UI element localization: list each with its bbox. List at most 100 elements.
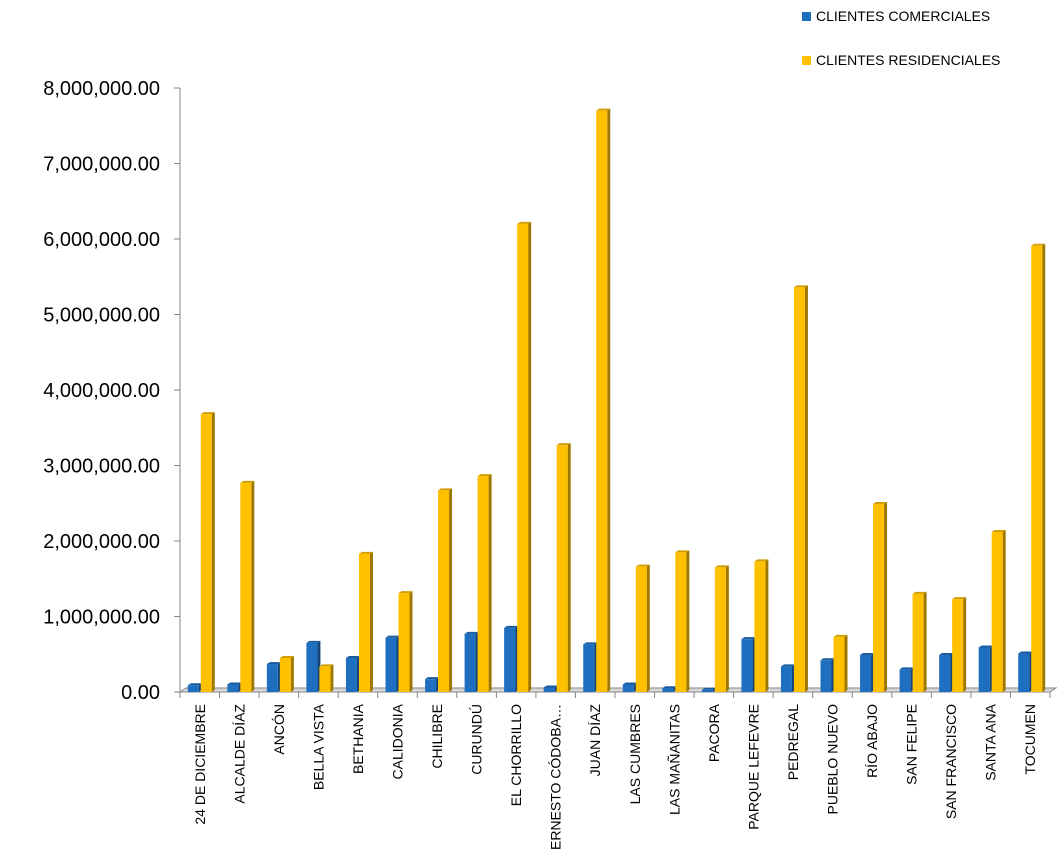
x-tick-label: BELLA VISTA xyxy=(310,703,326,790)
bar-residenciales-top xyxy=(279,656,294,659)
bar-comerciales xyxy=(504,627,516,692)
bar-residenciales-top xyxy=(358,551,373,554)
bar-residenciales-top xyxy=(754,559,769,562)
bar-comerciales-top xyxy=(385,635,400,638)
bar-residenciales-side xyxy=(1002,529,1006,692)
bar-comerciales xyxy=(385,637,397,692)
bar-residenciales-side xyxy=(844,634,848,692)
x-tick-label: CURUNDÚ xyxy=(469,704,485,775)
x-tick-label: PACORA xyxy=(706,703,722,762)
bar-residenciales-side xyxy=(1042,243,1046,693)
bar-residenciales-top xyxy=(438,488,453,491)
bar-residenciales xyxy=(517,223,529,692)
bar-comerciales-top xyxy=(583,642,598,645)
bar-comerciales xyxy=(187,685,199,692)
bar-residenciales-top xyxy=(833,634,848,637)
bar-comerciales-top xyxy=(345,656,360,659)
x-tick-label: JUAN DÍAZ xyxy=(587,704,603,777)
bar-residenciales-side xyxy=(963,597,967,692)
bar-comerciales xyxy=(266,664,278,692)
bar-comerciales xyxy=(899,669,911,692)
bar-residenciales-side xyxy=(528,221,532,692)
x-tick-label: SAN FRANCISCO xyxy=(943,704,959,819)
bar-residenciales xyxy=(477,476,489,692)
y-tick-label: 3,000,000.00 xyxy=(43,456,160,478)
bar-residenciales xyxy=(873,504,885,692)
bar-comerciales-top xyxy=(978,645,993,648)
bar-comerciales-top xyxy=(543,685,558,688)
bar-residenciales xyxy=(675,552,687,692)
bar-residenciales-side xyxy=(923,591,927,692)
y-tick-label: 1,000,000.00 xyxy=(43,607,160,629)
x-tick-label: ERNESTO CÓDOBA… xyxy=(548,704,564,850)
x-tick-label: PUEBLO NUEVO xyxy=(825,704,841,815)
bar-comerciales-top xyxy=(820,658,835,661)
bar-residenciales-side xyxy=(725,565,729,692)
bar-comerciales-top xyxy=(780,664,795,667)
bar-residenciales-top xyxy=(517,221,532,224)
bar-residenciales-side xyxy=(567,443,571,692)
bar-residenciales xyxy=(991,531,1003,692)
bar-comerciales-top xyxy=(939,653,954,656)
bar-residenciales xyxy=(556,445,568,692)
x-tick-label: SAN FELIPE xyxy=(904,704,920,785)
bar-comerciales xyxy=(1018,653,1030,692)
bar-comerciales-top xyxy=(622,682,637,685)
bar-residenciales-top xyxy=(240,480,255,483)
bar-residenciales xyxy=(793,287,805,692)
bar-residenciales-side xyxy=(804,285,808,692)
bar-residenciales-side xyxy=(251,480,255,692)
bar-comerciales-top xyxy=(1018,651,1033,654)
x-tick-label: TOCUMEN xyxy=(1022,704,1038,775)
y-tick-label: 7,000,000.00 xyxy=(43,154,160,176)
bar-residenciales-top xyxy=(675,550,690,553)
bar-residenciales xyxy=(912,593,924,692)
bar-comerciales xyxy=(741,639,753,692)
bar-residenciales-top xyxy=(635,564,650,567)
bar-comerciales-top xyxy=(899,667,914,670)
x-tick-label: EL CHORRILLO xyxy=(508,704,524,806)
bar-residenciales-side xyxy=(765,559,769,692)
bar-residenciales xyxy=(952,599,964,692)
bar-comerciales xyxy=(978,647,990,692)
bar-residenciales xyxy=(398,593,410,692)
bar-comerciales xyxy=(306,642,318,692)
x-tick-label: CHILIBRE xyxy=(429,704,445,769)
bar-comerciales xyxy=(345,658,357,692)
bar-residenciales-top xyxy=(714,565,729,568)
bar-residenciales-top xyxy=(952,597,967,600)
bar-residenciales xyxy=(596,110,608,692)
x-tick-label: 24 DE DICIEMBRE xyxy=(192,704,208,825)
chart-legend: CLIENTES COMERCIALES CLIENTES RESIDENCIA… xyxy=(802,6,1000,94)
bar-comerciales-top xyxy=(504,625,519,628)
bar-comerciales-top xyxy=(464,631,479,634)
bar-residenciales-side xyxy=(369,551,373,692)
legend-label-comerciales: CLIENTES COMERCIALES xyxy=(816,8,991,24)
x-tick-label: RÍO ABAJO xyxy=(864,704,880,778)
x-tick-label: PARQUE LEFEVRE xyxy=(745,704,761,830)
legend-swatch-residenciales xyxy=(802,55,811,65)
bar-comerciales xyxy=(425,679,437,692)
bar-residenciales xyxy=(200,414,212,692)
bar-comerciales-top xyxy=(266,662,281,665)
bar-residenciales xyxy=(714,567,726,692)
y-tick-label: 8,000,000.00 xyxy=(43,78,160,100)
x-tick-label: CALIDONIA xyxy=(390,703,406,779)
bar-comerciales xyxy=(701,689,713,692)
x-tick-label: SANTA ANA xyxy=(983,703,999,780)
bar-residenciales-top xyxy=(477,474,492,477)
bar-comerciales xyxy=(227,684,239,692)
bar-comerciales-top xyxy=(306,640,321,643)
bar-residenciales xyxy=(319,666,331,692)
bar-comerciales-top xyxy=(425,677,440,680)
y-tick-label: 6,000,000.00 xyxy=(43,229,160,251)
bar-residenciales-side xyxy=(884,502,888,692)
bar-residenciales-top xyxy=(200,412,215,415)
bar-comerciales xyxy=(939,655,951,692)
bar-comerciales xyxy=(780,666,792,692)
bar-comerciales xyxy=(464,633,476,692)
bar-comerciales-top xyxy=(860,653,875,656)
bar-residenciales xyxy=(438,490,450,692)
bar-residenciales-side xyxy=(607,108,611,692)
